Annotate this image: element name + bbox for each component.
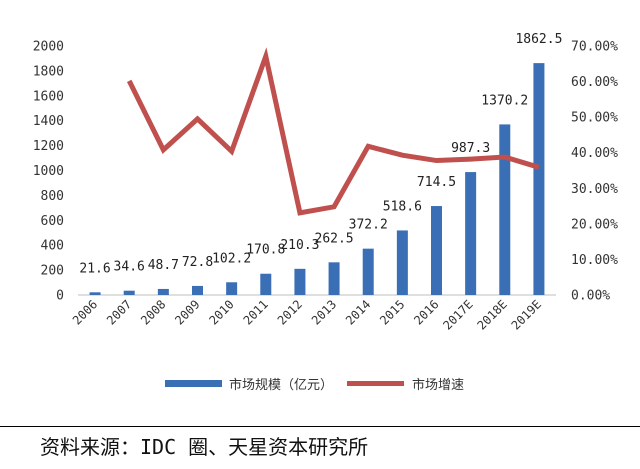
x-tick-label: 2015 bbox=[377, 297, 407, 327]
x-tick-label: 2006 bbox=[70, 297, 100, 327]
bar-value-label: 170.8 bbox=[246, 243, 285, 258]
x-tick-label: 2013 bbox=[309, 297, 339, 327]
bar-value-label: 1370.2 bbox=[481, 93, 528, 108]
bar bbox=[465, 172, 477, 295]
bar-value-label: 518.6 bbox=[383, 199, 422, 214]
x-tick-label: 2007 bbox=[104, 297, 134, 327]
x-tick-label: 2012 bbox=[275, 297, 305, 327]
bar-value-label: 372.2 bbox=[349, 218, 388, 233]
x-tick-label: 2016 bbox=[411, 297, 441, 327]
left-tick-label: 1800 bbox=[33, 64, 64, 79]
left-tick-label: 400 bbox=[41, 239, 64, 254]
divider bbox=[0, 426, 640, 427]
combo-chart: 0 200 400 600 800 1000 1200 1400 1600 1800 2000 0.… bbox=[33, 32, 618, 393]
legend-label-line: 市场增速 bbox=[412, 377, 464, 393]
left-tick-label: 200 bbox=[41, 264, 64, 279]
right-tick-label: 20.00% bbox=[571, 217, 618, 232]
bar bbox=[226, 282, 238, 295]
bar bbox=[192, 285, 203, 295]
x-tick-label: 2009 bbox=[172, 297, 202, 327]
right-tick-label: 50.00% bbox=[571, 111, 618, 126]
legend-swatch-bar bbox=[165, 380, 222, 387]
right-tick-label: 40.00% bbox=[571, 146, 618, 161]
bar-value-label: 714.5 bbox=[417, 175, 456, 190]
x-axis-ticks: 2006 2007 2008 2009 2010 2011 2012 2013 2014 2015… bbox=[70, 297, 544, 332]
bar bbox=[499, 124, 511, 296]
right-tick-label: 10.00% bbox=[571, 253, 618, 268]
bar bbox=[157, 288, 169, 295]
right-axis: 0.00% 10.00% 20.00% 30.00% 40.00% 50.00% 60.00… bbox=[571, 40, 618, 304]
x-tick-label: 2008 bbox=[138, 297, 168, 327]
left-tick-label: 1600 bbox=[33, 89, 64, 104]
left-tick-label: 1400 bbox=[33, 114, 64, 129]
left-axis: 0 200 400 600 800 1000 1200 1400 1600 1800 2000 bbox=[33, 40, 64, 304]
left-tick-label: 1000 bbox=[33, 164, 64, 179]
legend: 市场规模（亿元） 市场增速 bbox=[165, 377, 464, 393]
legend-label-bar: 市场规模（亿元） bbox=[229, 377, 333, 393]
bar-value-label: 1862.5 bbox=[515, 32, 562, 47]
left-tick-label: 2000 bbox=[33, 40, 64, 55]
bar-series bbox=[89, 63, 545, 296]
bar bbox=[533, 63, 545, 296]
bar bbox=[260, 273, 272, 295]
right-tick-label: 70.00% bbox=[571, 40, 618, 55]
bar-value-label: 987.3 bbox=[451, 141, 490, 156]
x-tick-label: 2018E bbox=[474, 297, 509, 332]
bar bbox=[362, 248, 374, 295]
bar-value-label: 262.5 bbox=[315, 231, 354, 246]
bar bbox=[123, 290, 135, 295]
growth-line bbox=[126, 47, 540, 216]
bar-value-label: 21.6 bbox=[79, 261, 110, 276]
bar-value-label: 34.6 bbox=[114, 260, 145, 275]
x-tick-label: 2014 bbox=[343, 297, 373, 327]
left-tick-label: 0 bbox=[56, 289, 64, 304]
x-tick-label: 2011 bbox=[241, 297, 271, 327]
bar bbox=[89, 292, 101, 295]
right-tick-label: 60.00% bbox=[571, 75, 618, 90]
right-tick-label: 30.00% bbox=[571, 182, 618, 197]
x-tick-label: 2017E bbox=[440, 297, 475, 332]
bar-value-label: 102.2 bbox=[212, 251, 251, 266]
bar bbox=[294, 268, 306, 295]
bar bbox=[396, 230, 408, 295]
right-tick-label: 0.00% bbox=[571, 289, 610, 304]
bar-value-label: 210.3 bbox=[280, 238, 319, 253]
line-series bbox=[126, 47, 540, 216]
x-tick-label: 2019E bbox=[509, 297, 544, 332]
bar bbox=[328, 262, 340, 295]
bar-value-label: 72.8 bbox=[182, 255, 213, 270]
left-tick-label: 600 bbox=[41, 214, 64, 229]
bar bbox=[431, 206, 442, 295]
x-tick-label: 2010 bbox=[206, 297, 236, 327]
source-note: 资料来源：IDC 圈、天星资本研究所 bbox=[40, 435, 369, 459]
bar-value-label: 48.7 bbox=[148, 258, 179, 273]
left-tick-label: 1200 bbox=[33, 139, 64, 154]
left-tick-label: 800 bbox=[41, 189, 64, 204]
data-labels: 21.6 34.6 48.7 72.8102.2170.8210.3262.5372.… bbox=[79, 32, 562, 276]
